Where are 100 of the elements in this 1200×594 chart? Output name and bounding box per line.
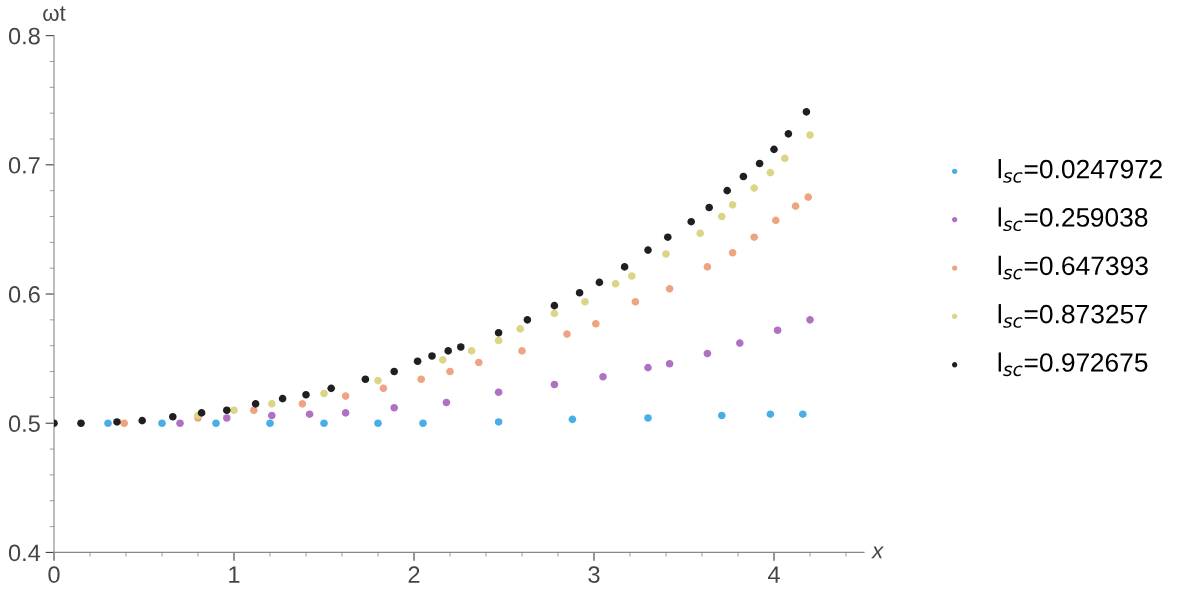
point	[664, 233, 672, 241]
point	[230, 406, 238, 415]
point	[516, 325, 524, 333]
point	[417, 375, 425, 384]
point	[419, 419, 427, 428]
point	[278, 394, 287, 403]
legend-label: l$_{sc}$=0.873257	[998, 304, 1148, 328]
point	[791, 202, 800, 210]
point	[718, 212, 726, 221]
point	[494, 328, 503, 337]
x-tick-label: 2	[408, 566, 420, 583]
point	[665, 285, 674, 293]
point	[361, 375, 370, 384]
point	[662, 250, 670, 258]
point	[739, 172, 748, 181]
point	[750, 184, 758, 192]
point	[599, 372, 607, 381]
point	[784, 130, 793, 138]
point	[113, 418, 121, 426]
point	[518, 347, 526, 355]
point	[723, 186, 731, 195]
point	[446, 367, 454, 376]
x-tick-label: 4	[767, 566, 780, 583]
point	[550, 309, 559, 318]
point	[806, 131, 814, 139]
point	[781, 154, 789, 163]
point	[665, 359, 674, 368]
legend-label: l$_{sc}$=0.972675	[998, 352, 1148, 377]
point	[750, 233, 758, 241]
point	[320, 419, 328, 428]
point	[595, 278, 604, 287]
x-tick-label: 3	[588, 566, 600, 583]
point	[305, 410, 314, 418]
point	[442, 398, 451, 407]
point	[705, 203, 713, 212]
point	[773, 326, 782, 335]
legend-label: l$_{sc}$=0.0247972	[998, 159, 1162, 183]
point	[268, 400, 276, 408]
point	[620, 263, 629, 271]
point	[523, 316, 532, 324]
point	[223, 406, 231, 415]
legend-label: l$_{sc}$=0.259038	[998, 207, 1148, 232]
point	[327, 384, 335, 393]
point	[755, 159, 764, 168]
x-tick-label: 1	[229, 566, 240, 583]
point	[444, 347, 452, 355]
x-axis-title: x	[871, 546, 884, 559]
point	[268, 411, 276, 420]
point	[799, 410, 807, 418]
point	[494, 388, 503, 397]
point	[644, 246, 652, 254]
point	[250, 406, 258, 415]
point	[374, 419, 382, 428]
point	[568, 415, 577, 424]
point	[770, 145, 778, 154]
point	[457, 343, 465, 351]
y-tick-label: 0.6	[8, 286, 40, 303]
point	[575, 288, 584, 297]
point	[550, 301, 559, 310]
point	[644, 414, 652, 422]
point	[413, 357, 422, 366]
point	[696, 229, 704, 238]
point	[804, 193, 812, 201]
point	[341, 409, 350, 417]
point	[302, 391, 310, 399]
point	[581, 297, 589, 306]
y-tick-label: 0.4	[8, 544, 41, 562]
point	[138, 416, 146, 425]
point	[494, 418, 503, 426]
point	[728, 248, 737, 257]
point	[631, 297, 640, 306]
point	[77, 419, 85, 428]
point	[644, 363, 652, 372]
point	[212, 419, 220, 428]
point	[467, 347, 476, 355]
point	[628, 272, 636, 280]
point	[494, 336, 503, 345]
point	[120, 419, 128, 428]
point	[251, 400, 260, 408]
point	[703, 263, 712, 271]
point	[736, 339, 744, 347]
point	[104, 419, 112, 428]
y-tick-label: 0.8	[8, 27, 40, 45]
point	[439, 356, 447, 364]
y-tick-label: 0.5	[8, 415, 40, 433]
point	[806, 316, 814, 324]
point	[341, 392, 350, 400]
point	[703, 349, 712, 358]
point	[766, 168, 775, 177]
point	[374, 376, 382, 385]
point	[550, 380, 559, 389]
point	[169, 412, 177, 421]
point	[223, 414, 231, 422]
point	[728, 201, 737, 209]
point	[687, 217, 695, 226]
y-tick-label: 0.7	[8, 156, 40, 174]
point	[563, 330, 571, 338]
point	[611, 279, 620, 288]
point	[298, 400, 307, 408]
point	[390, 403, 398, 412]
